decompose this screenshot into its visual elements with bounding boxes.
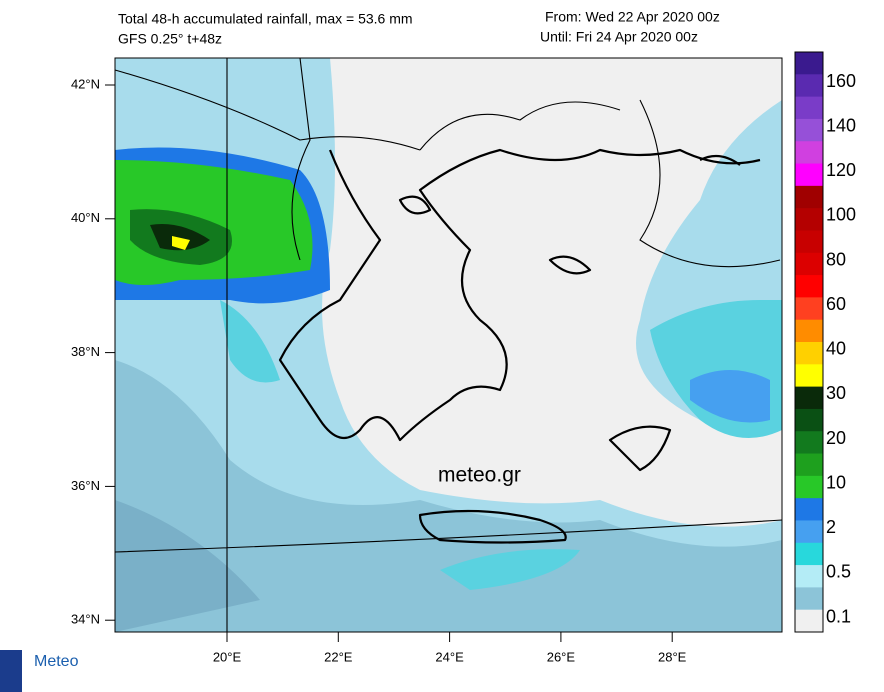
until-date: Until: Fri 24 Apr 2020 00z — [540, 29, 698, 45]
lon-label: 22°E — [324, 649, 353, 664]
model: GFS 0.25° t+48z — [118, 31, 222, 47]
colorbar-label: 60 — [826, 294, 846, 314]
lon-label: 24°E — [435, 649, 464, 664]
logo-name: Meteo — [34, 653, 79, 670]
from-date: From: Wed 22 Apr 2020 00z — [545, 9, 720, 25]
lat-label: 34°N — [71, 612, 100, 627]
watermark: meteo.gr — [438, 464, 521, 487]
colorbar-swatch — [795, 297, 823, 321]
colorbar-swatch — [795, 386, 823, 410]
colorbar-swatch — [795, 542, 823, 566]
colorbar-swatch — [795, 185, 823, 209]
colorbar-label: 160 — [826, 71, 856, 91]
colorbar-swatch — [795, 565, 823, 588]
colorbar-label: 140 — [826, 115, 856, 135]
logo-icon — [0, 650, 22, 692]
coastlines — [114, 57, 783, 632]
title: Total 48-h accumulated rainfall, max = 5… — [118, 11, 413, 27]
colorbar-swatch — [795, 364, 823, 388]
colorbar-label: 120 — [826, 160, 856, 180]
colorbar-swatch — [795, 408, 823, 432]
lat-label: 38°N — [71, 344, 100, 359]
colorbar-label: 80 — [826, 249, 846, 269]
colorbar-label: 40 — [826, 339, 846, 359]
colorbar-swatch — [795, 52, 823, 75]
lon-label: 28°E — [658, 649, 687, 664]
colorbar-swatch — [795, 520, 823, 544]
colorbar-frame — [794, 51, 824, 633]
colorbar-swatch — [795, 431, 823, 455]
colorbar-swatch — [795, 609, 823, 633]
colorbar-swatch — [795, 319, 823, 343]
lat-label: 36°N — [71, 478, 100, 493]
colorbar-swatch — [795, 96, 823, 120]
map-field — [115, 58, 782, 632]
colorbar-label: 30 — [826, 383, 846, 403]
colorbar-swatch — [795, 230, 823, 254]
colorbar: 160 140 120 100 80 60 40 30 20 10 2 0.5 0.1 — [794, 51, 856, 633]
colorbar-swatch — [795, 587, 823, 611]
colorbar-swatch — [795, 275, 823, 298]
lat-label: 40°N — [71, 210, 100, 225]
lon-label: 26°E — [547, 649, 576, 664]
colorbar-swatch — [795, 208, 823, 231]
colorbar-swatch — [795, 342, 823, 365]
lat-labels: 42°N 40°N 38°N 36°N 34°N — [71, 76, 115, 627]
colorbar-swatch — [795, 475, 823, 499]
colorbar-swatch — [795, 498, 823, 521]
colorbar-label: 0.5 — [826, 562, 851, 582]
map-frame — [114, 57, 783, 633]
colorbar-swatch — [795, 163, 823, 187]
colorbar-label: 10 — [826, 472, 846, 492]
colorbar-label: 100 — [826, 205, 856, 225]
colorbar-swatch — [795, 118, 823, 142]
colorbar-swatch — [795, 74, 823, 98]
colorbar-label: 20 — [826, 428, 846, 448]
lon-labels: 20°E 22°E 24°E 26°E 28°E — [213, 632, 687, 664]
colorbar-swatch — [795, 252, 823, 276]
colorbar-label: 2 — [826, 517, 836, 537]
colorbar-label: 0.1 — [826, 606, 851, 626]
colorbar-swatch — [795, 453, 823, 477]
lat-label: 42°N — [71, 76, 100, 91]
colorbar-swatch — [795, 141, 823, 165]
lon-label: 20°E — [213, 649, 242, 664]
